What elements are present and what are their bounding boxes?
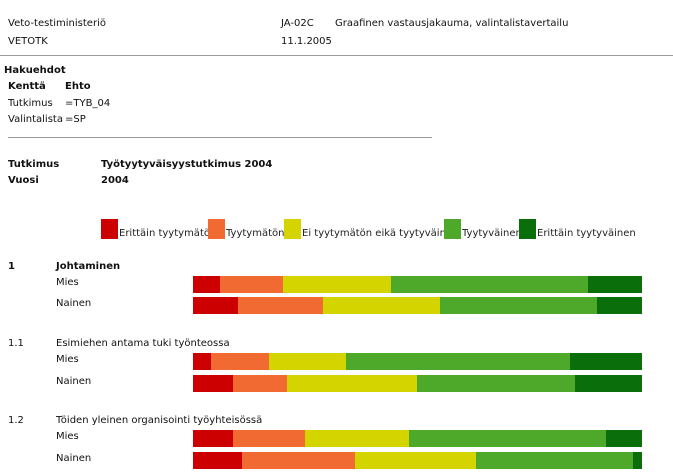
unit-name: VETOTK: [8, 36, 48, 47]
row-label: Mies: [56, 354, 79, 365]
criteria-condition-header: Ehto: [65, 81, 91, 92]
segment-very-satisfied: [597, 297, 642, 314]
segment-very-satisfied: [606, 430, 642, 447]
legend-label: Erittäin tyytymätön: [119, 228, 217, 239]
group-title: Johtaminen: [56, 261, 121, 272]
group-title: Esimiehen antama tuki työnteossa: [56, 338, 230, 349]
segment-very-dissatisfied: [193, 452, 243, 469]
criteria-heading: Hakuehdot: [4, 65, 66, 76]
group-number: 1.1: [8, 338, 24, 349]
segment-neutral: [282, 276, 391, 293]
segment-satisfied: [475, 452, 633, 469]
header-divider: [0, 55, 673, 56]
legend-label: Erittäin tyytyväinen: [537, 228, 636, 239]
criteria-divider: [8, 137, 432, 138]
segment-very-satisfied: [588, 276, 642, 293]
stacked-bar: [193, 276, 642, 293]
legend-swatch: [444, 219, 461, 239]
segment-very-satisfied: [570, 353, 642, 370]
segment-satisfied: [408, 430, 607, 447]
stacked-bar: [193, 297, 642, 314]
segment-very-dissatisfied: [193, 375, 234, 392]
segment-very-dissatisfied: [193, 353, 211, 370]
legend-swatch: [519, 219, 536, 239]
legend-label: Tyytymätön: [226, 228, 285, 239]
segment-dissatisfied: [242, 452, 355, 469]
stacked-bar: [193, 430, 642, 447]
row-label: Nainen: [56, 453, 92, 464]
segment-satisfied: [417, 375, 575, 392]
segment-dissatisfied: [210, 353, 270, 370]
criteria-condition: =SP: [65, 114, 86, 125]
group-number: 1.2: [8, 415, 24, 426]
legend-label: Ei tyytymätön eikä tyytyväinen: [302, 228, 459, 239]
segment-very-dissatisfied: [193, 276, 220, 293]
segment-neutral: [305, 430, 409, 447]
stacked-bar: [193, 375, 642, 392]
segment-very-dissatisfied: [193, 430, 234, 447]
segment-very-satisfied: [632, 452, 642, 469]
segment-dissatisfied: [233, 375, 288, 392]
legend-swatch: [284, 219, 301, 239]
row-label: Mies: [56, 431, 79, 442]
report-title: Graafinen vastausjakauma, valintalistave…: [335, 18, 569, 29]
segment-dissatisfied: [219, 276, 283, 293]
segment-dissatisfied: [237, 297, 324, 314]
row-label: Nainen: [56, 376, 92, 387]
segment-neutral: [354, 452, 476, 469]
group-title: Töiden yleinen organisointi työyhteisöss…: [56, 415, 263, 426]
row-label: Nainen: [56, 298, 92, 309]
segment-very-dissatisfied: [193, 297, 238, 314]
segment-very-satisfied: [574, 375, 642, 392]
report-date: 11.1.2005: [281, 36, 332, 47]
legend-label: Tyytyväinen: [462, 228, 522, 239]
segment-satisfied: [390, 276, 589, 293]
stacked-bar: [193, 353, 642, 370]
segment-neutral: [269, 353, 346, 370]
segment-dissatisfied: [233, 430, 306, 447]
segment-neutral: [287, 375, 418, 392]
criteria-field: Valintalista: [8, 114, 63, 125]
year-label: Vuosi: [8, 175, 39, 186]
segment-neutral: [323, 297, 440, 314]
group-number: 1: [8, 261, 15, 272]
report-code: JA-02C: [281, 18, 314, 29]
study-label: Tutkimus: [8, 159, 60, 170]
segment-satisfied: [439, 297, 598, 314]
segment-satisfied: [345, 353, 571, 370]
org-name: Veto-testiministeriö: [8, 18, 106, 29]
criteria-condition: =TYB_04: [65, 98, 111, 109]
year-value: 2004: [101, 175, 129, 186]
criteria-field: Tutkimus: [8, 98, 53, 109]
row-label: Mies: [56, 277, 79, 288]
stacked-bar: [193, 452, 642, 469]
study-value: Työtyytyväisyystutkimus 2004: [101, 159, 273, 170]
criteria-field-header: Kenttä: [8, 81, 46, 92]
legend-swatch: [101, 219, 118, 239]
legend-swatch: [208, 219, 225, 239]
